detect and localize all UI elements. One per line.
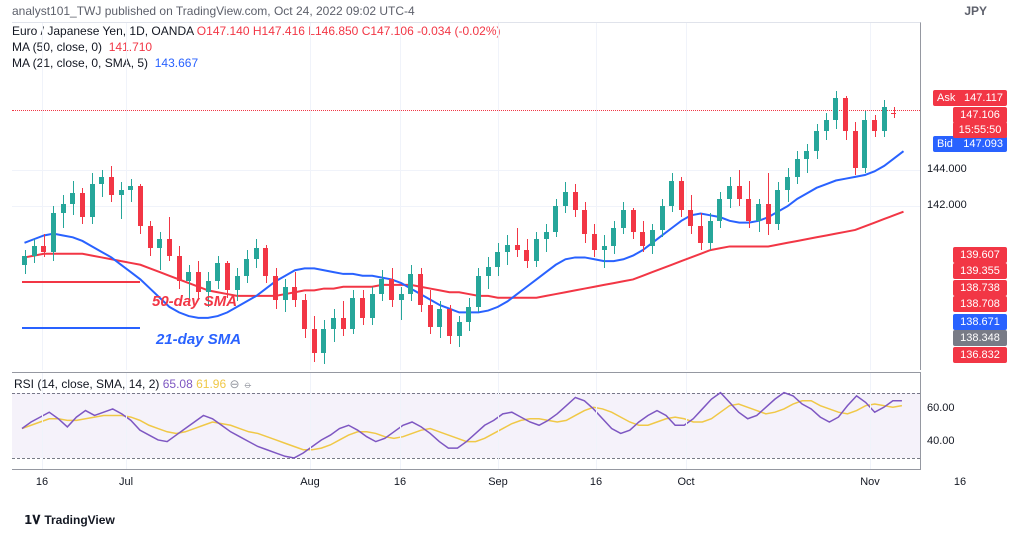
ask-price-tag: Ask147.117	[933, 90, 1007, 106]
header-bar: analyst101_TWJ published on TradingView.…	[12, 4, 1009, 22]
publisher: analyst101_TWJ	[12, 4, 101, 18]
price-level-tag: 138.738	[953, 280, 1007, 296]
rsi-header: RSI (14, close, SMA, 14, 2) 65.08 61.96 …	[14, 377, 253, 392]
price-level-tag: 138.671	[953, 314, 1007, 330]
price-level-tag: 138.708	[953, 296, 1007, 312]
rsi-pane[interactable]: RSI (14, close, SMA, 14, 2) 65.08 61.96 …	[12, 372, 921, 470]
price-level-tag: 139.355	[953, 263, 1007, 279]
platform: TradingView.com,	[176, 4, 271, 18]
time-axis-label: 16	[590, 476, 602, 488]
logo-icon: 𝟭𝐕	[24, 513, 40, 527]
time-axis-label: Jul	[119, 476, 133, 488]
published-on: published on	[105, 4, 173, 18]
currency-label: JPY	[964, 4, 987, 18]
time-axis-label: 16	[394, 476, 406, 488]
sma21-legend: 21-day SMA	[156, 331, 241, 348]
rsi-y-axis[interactable]: 40.00 60.00	[923, 372, 1009, 470]
tradingview-logo[interactable]: 𝟭𝐕TradingView	[24, 513, 115, 528]
rsi-grid-label: 40.00	[927, 435, 955, 447]
time-axis-label: Aug	[300, 476, 320, 488]
price-grid-label: 144.000	[927, 163, 967, 175]
time-axis-label: Sep	[488, 476, 508, 488]
price-level-tag: 147.106	[953, 107, 1007, 123]
time-axis-label: 16	[36, 476, 48, 488]
time-axis-label: Nov	[860, 476, 880, 488]
price-level-tag: 139.607	[953, 247, 1007, 263]
rsi-grid-label: 60.00	[927, 402, 955, 414]
rsi-toggle-icons[interactable]: ⊖ ⦵	[229, 377, 253, 391]
time-axis-label: Oct	[677, 476, 694, 488]
price-y-axis[interactable]: 144.000 142.000 Ask147.117 Bid147.093 147.10…	[923, 22, 1009, 370]
price-level-tag: 15:55:50	[953, 122, 1007, 138]
sma50-legend: 50-day SMA	[152, 293, 237, 310]
price-grid-label: 142.000	[927, 199, 967, 211]
price-level-tag: 138.348	[953, 330, 1007, 346]
bid-price-tag: Bid147.093	[933, 136, 1007, 152]
time-axis-label: 16	[954, 476, 966, 488]
price-chart-pane[interactable]: 50-day SMA 21-day SMA	[12, 22, 921, 370]
price-level-tag: 136.832	[953, 347, 1007, 363]
time-axis[interactable]: 16JulAug16Sep16OctNov16	[12, 472, 921, 496]
publish-date: Oct 24, 2022 09:02 UTC-4	[274, 4, 415, 18]
